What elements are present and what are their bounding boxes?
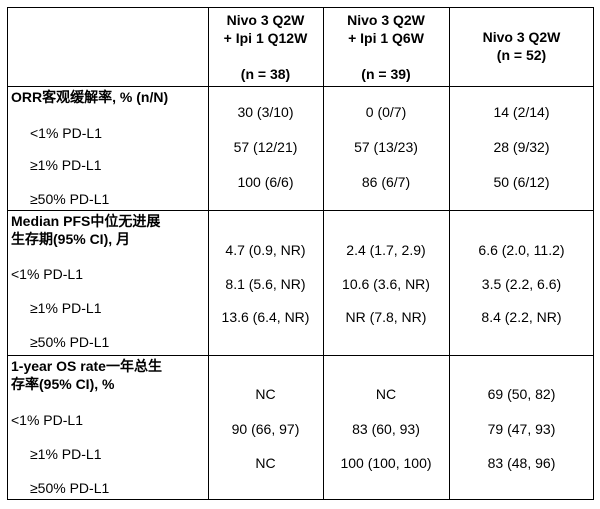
table-cell: 3.5 (2.2, 6.6) [481, 276, 562, 292]
section-title-os-line2: 存率(95% CI), % [11, 376, 115, 392]
section-title-pfs-line2: 生存期(95% CI), 月 [11, 231, 131, 247]
row-divider [8, 86, 593, 87]
section-title-pfs-line1: Median PFS中位无进展 [11, 213, 161, 229]
table-cell: 2.4 (1.7, 2.9) [346, 242, 426, 258]
row-divider [8, 210, 593, 211]
table-cell: 83 (60, 93) [352, 421, 420, 437]
row-label: ≥50% PD-L1 [30, 480, 110, 496]
table-cell: 30 (3/10) [237, 104, 294, 120]
row-label: <1% PD-L1 [11, 266, 83, 282]
column-header-1-n: (n = 38) [240, 66, 291, 82]
row-label: ≥1% PD-L1 [30, 300, 102, 316]
table-cell: 6.6 (2.0, 11.2) [478, 242, 565, 258]
column-header-1-line2: + Ipi 1 Q12W [223, 30, 308, 46]
table-cell: 69 (50, 82) [487, 386, 556, 402]
column-header-2-line1: Nivo 3 Q2W [347, 12, 425, 28]
column-header-3-line1: Nivo 3 Q2W [482, 29, 561, 45]
column-header-3-n: (n = 52) [496, 47, 547, 63]
row-label: <1% PD-L1 [30, 125, 102, 141]
section-title-orr: ORR客观缓解率, % (n/N) [11, 89, 169, 105]
table-cell: 14 (2/14) [493, 104, 550, 120]
column-divider [323, 8, 324, 499]
row-divider [8, 355, 593, 356]
row-label: ≥1% PD-L1 [30, 446, 102, 462]
table-cell: 57 (13/23) [354, 139, 418, 155]
table-cell: 83 (48, 96) [487, 455, 556, 471]
table-cell: 50 (6/12) [493, 174, 550, 190]
table-cell: 10.6 (3.6, NR) [342, 276, 430, 292]
table-cell: 79 (47, 93) [487, 421, 556, 437]
table-cell: NR (7.8, NR) [345, 309, 427, 325]
table-cell: 86 (6/7) [361, 174, 411, 190]
table-cell: 28 (9/32) [493, 139, 550, 155]
table-cell: 13.6 (6.4, NR) [221, 309, 310, 325]
table-cell: 90 (66, 97) [231, 421, 300, 437]
table-cell: 8.1 (5.6, NR) [225, 276, 306, 292]
column-header-2-line2: + Ipi 1 Q6W [348, 30, 424, 46]
results-table: Nivo 3 Q2W + Ipi 1 Q12W (n = 38) Nivo 3 … [7, 7, 594, 500]
table-cell: NC [375, 386, 397, 402]
table-cell: 100 (100, 100) [340, 455, 432, 471]
table-cell: NC [255, 386, 276, 402]
row-label: ≥1% PD-L1 [30, 157, 102, 173]
row-label: <1% PD-L1 [11, 412, 83, 428]
row-label: ≥50% PD-L1 [30, 191, 110, 207]
column-header-2-n: (n = 39) [361, 66, 411, 82]
section-title-os-line1: 1-year OS rate一年总生 [11, 358, 162, 374]
column-divider [208, 8, 209, 499]
table-cell: 57 (12/21) [233, 139, 298, 155]
column-divider [449, 8, 450, 499]
table-cell: NC [255, 455, 276, 471]
table-cell: 4.7 (0.9, NR) [225, 242, 306, 258]
table-cell: 0 (0/7) [365, 104, 407, 120]
row-label: ≥50% PD-L1 [30, 334, 110, 350]
column-header-1-line1: Nivo 3 Q2W [226, 12, 305, 28]
table-cell: 100 (6/6) [237, 174, 294, 190]
table-cell: 8.4 (2.2, NR) [481, 309, 562, 325]
